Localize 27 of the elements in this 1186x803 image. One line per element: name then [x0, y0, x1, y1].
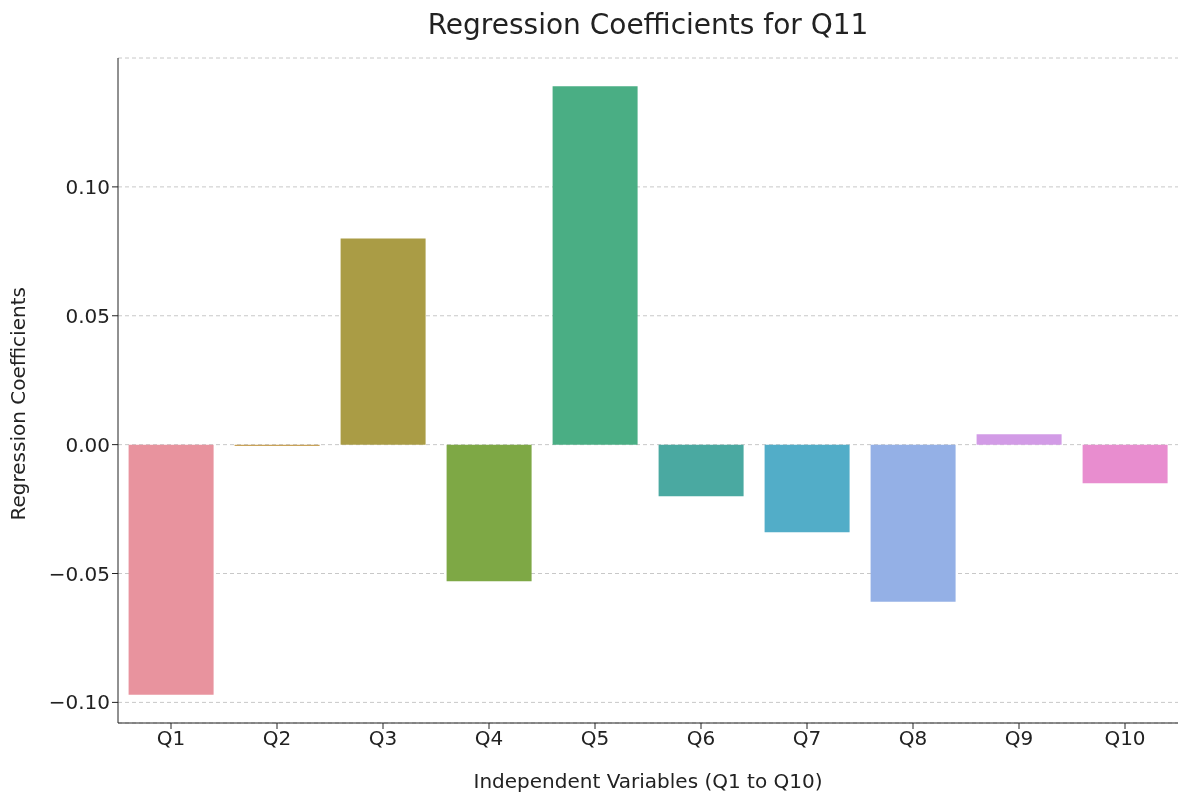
- bar: [552, 86, 638, 445]
- y-tick-label: 0.00: [65, 432, 110, 457]
- bar: [1082, 444, 1168, 484]
- x-tick-label: Q7: [792, 726, 822, 751]
- x-tick-label: Q1: [156, 726, 186, 751]
- bar: [340, 238, 426, 445]
- bar: [764, 444, 850, 533]
- bar: [976, 434, 1062, 445]
- y-tick-label: −0.05: [48, 561, 110, 586]
- x-tick-label: Q2: [262, 726, 292, 751]
- chart-title: Regression Coefficients for Q11: [426, 8, 870, 43]
- y-tick-label: −0.10: [48, 690, 110, 715]
- x-tick-label: Q4: [474, 726, 504, 751]
- bar: [128, 444, 214, 695]
- x-axis-title: Independent Variables (Q1 to Q10): [473, 769, 823, 793]
- bar: [870, 444, 956, 602]
- x-tick-label: Q6: [686, 726, 716, 751]
- y-tick-label: 0.05: [65, 303, 110, 328]
- x-tick-label: Q5: [580, 726, 610, 751]
- y-tick-label: 0.10: [65, 174, 110, 199]
- bar: [446, 444, 532, 582]
- x-tick-label: Q10: [1104, 726, 1146, 751]
- x-tick-label: Q8: [898, 726, 928, 751]
- x-tick-label: Q9: [1004, 726, 1034, 751]
- y-axis-title: Regression Coefficients: [6, 287, 31, 521]
- x-tick-label: Q3: [368, 726, 398, 751]
- bar: [658, 444, 744, 497]
